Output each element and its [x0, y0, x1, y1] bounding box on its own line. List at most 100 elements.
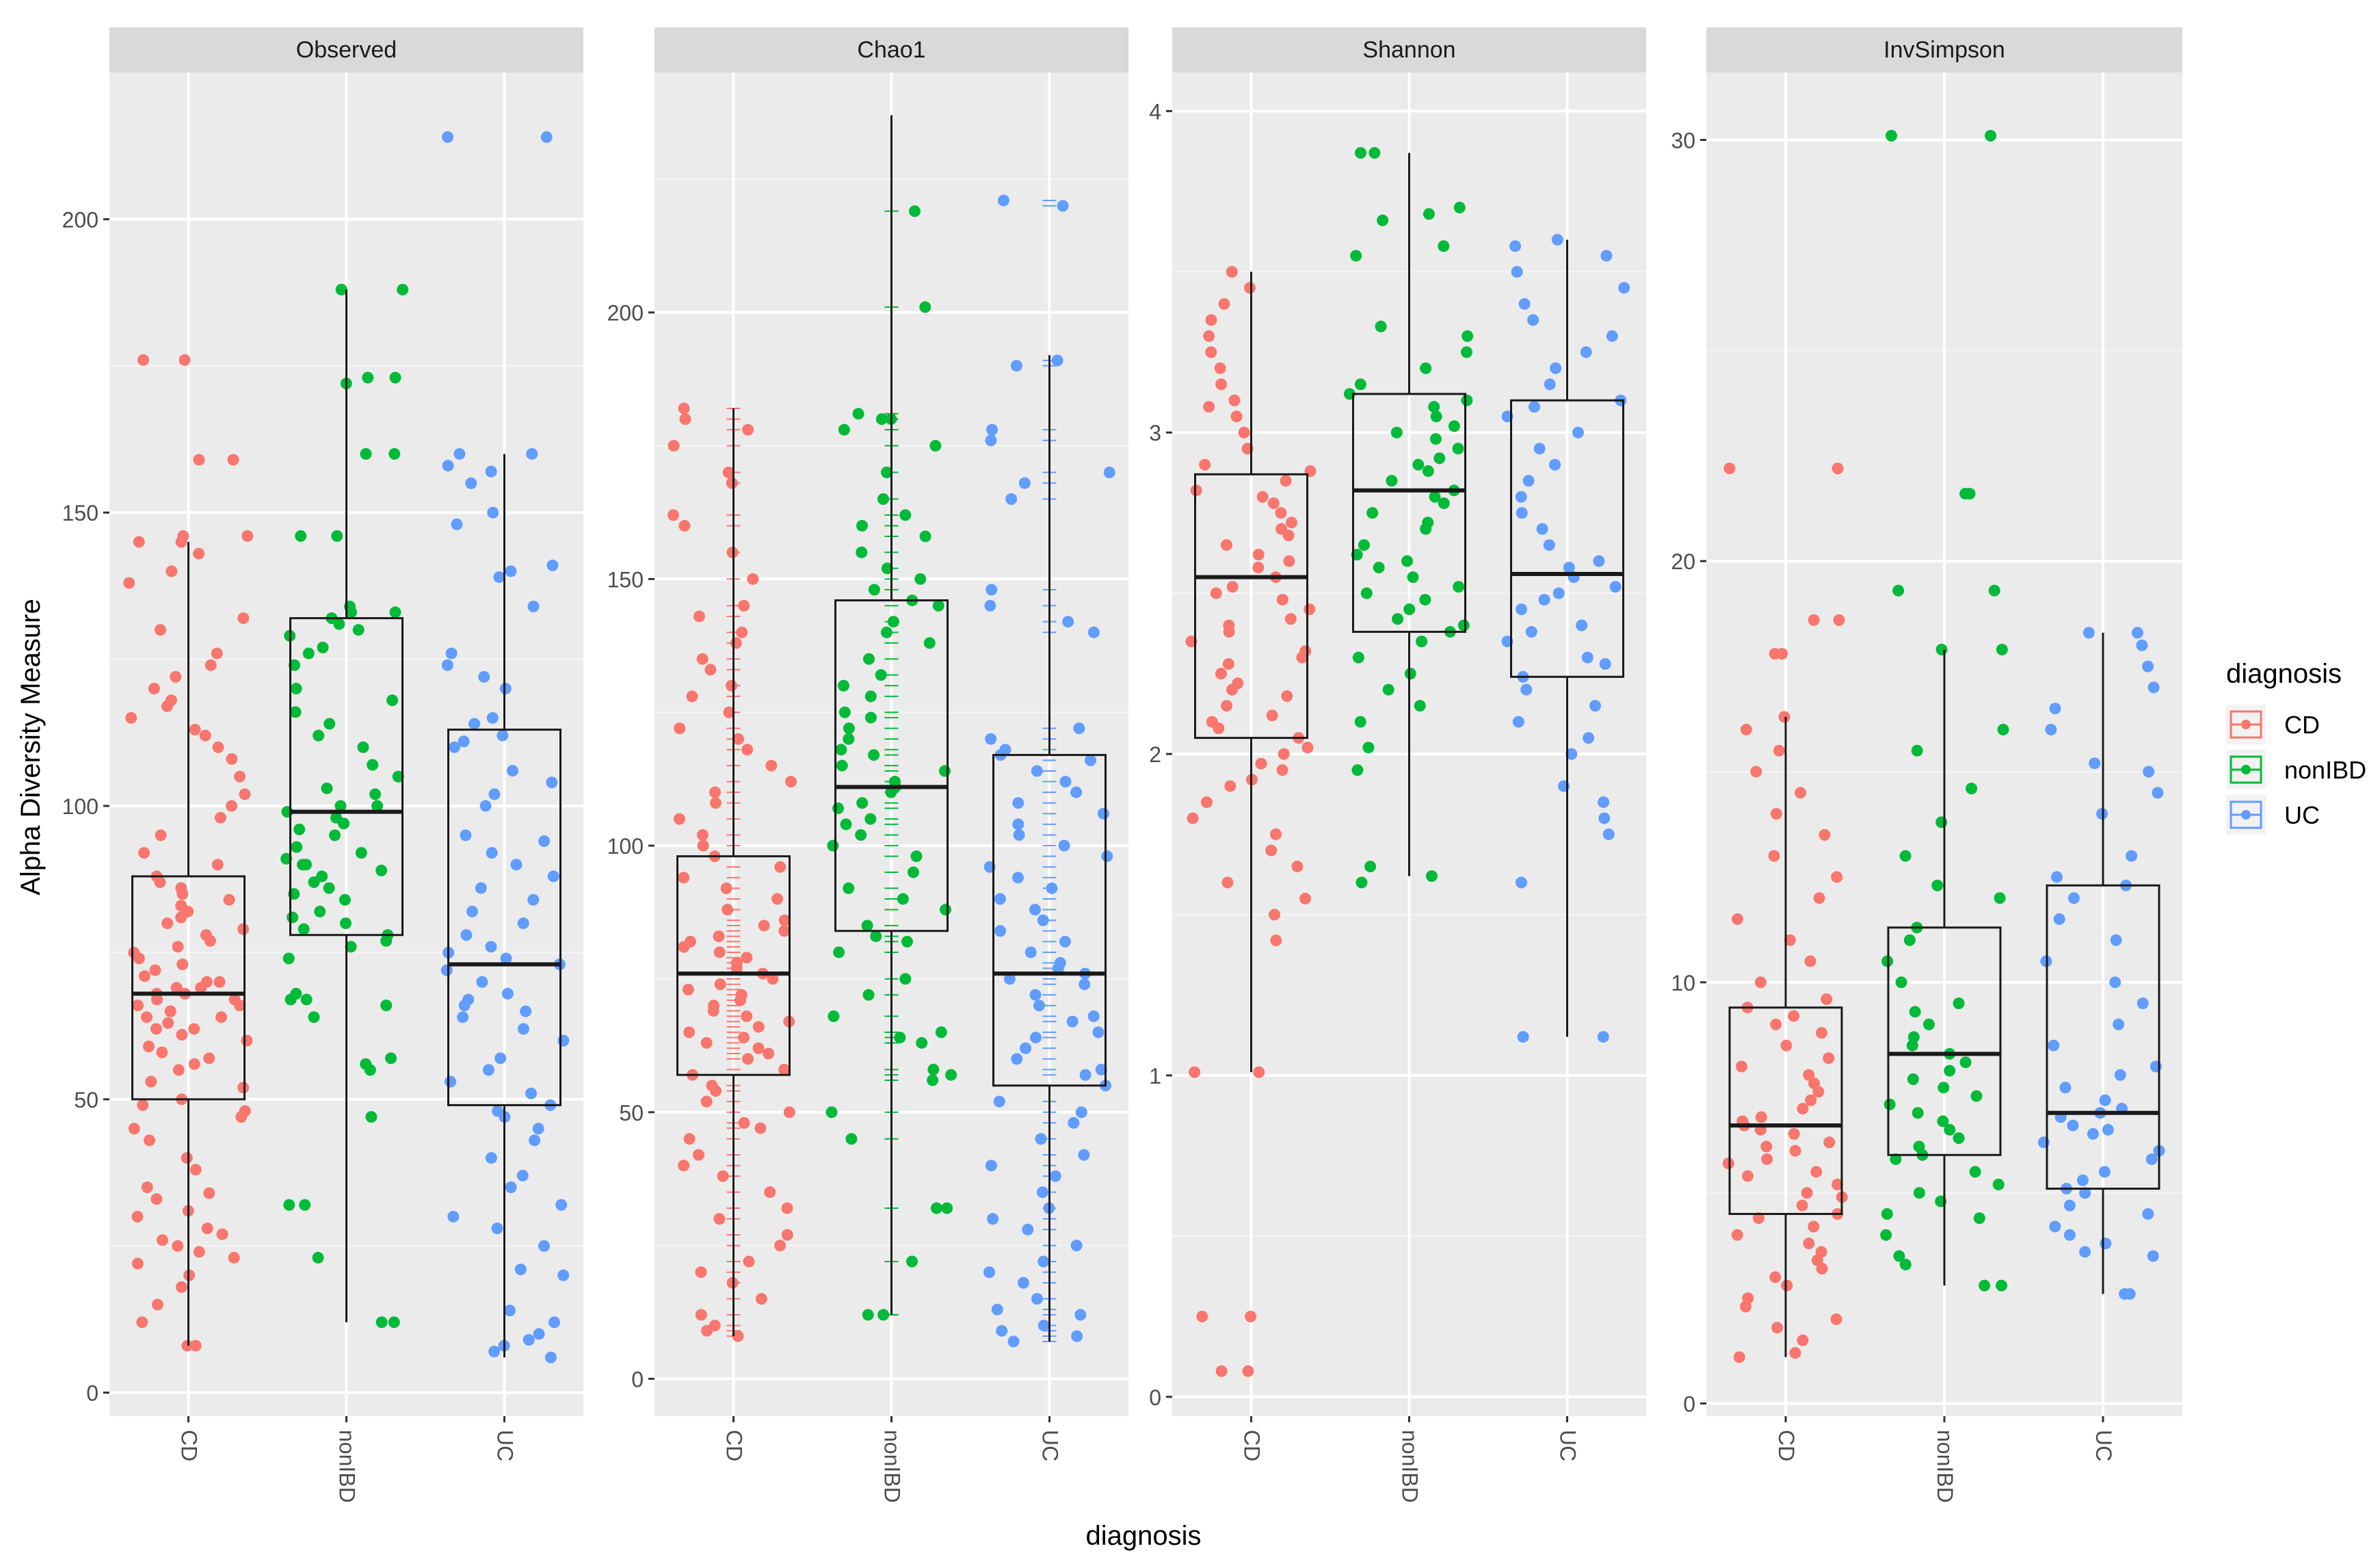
box: [1194, 473, 1308, 740]
data-point: [1816, 1027, 1828, 1039]
y-tick-label: 100: [62, 794, 98, 819]
data-point: [741, 1053, 754, 1065]
data-point: [2143, 766, 2155, 778]
data-point: [215, 1011, 228, 1023]
data-point: [362, 371, 374, 384]
data-point: [1278, 748, 1290, 760]
data-point: [1375, 320, 1387, 332]
data-point: [742, 423, 754, 436]
x-tick-label: CD: [722, 1430, 747, 1461]
data-point: [985, 434, 997, 447]
series-nonibd: [280, 283, 409, 1329]
data-point: [1438, 497, 1450, 510]
data-point: [138, 970, 150, 982]
data-point: [752, 1042, 765, 1054]
data-point: [720, 882, 732, 894]
data-point: [708, 999, 720, 1012]
data-point: [300, 993, 313, 1006]
data-point: [1935, 643, 1948, 655]
box: [1887, 926, 2002, 1156]
data-point: [930, 1202, 942, 1214]
data-point: [2142, 660, 2154, 672]
data-point: [986, 584, 998, 596]
data-point: [714, 978, 726, 991]
data-point: [1461, 394, 1473, 406]
data-point: [1070, 1240, 1083, 1252]
data-point: [747, 573, 759, 585]
data-point: [476, 976, 488, 988]
data-point: [2079, 1187, 2091, 1199]
data-point: [189, 724, 201, 736]
data-point: [323, 718, 336, 730]
data-point: [1059, 776, 1072, 788]
data-point: [316, 870, 328, 883]
legend-item-nonibd: nonIBD: [2226, 750, 2366, 789]
data-point: [1035, 1133, 1047, 1145]
data-point: [1228, 394, 1241, 406]
data-point: [1803, 1238, 1815, 1250]
data-point: [200, 929, 212, 941]
data-point: [1430, 410, 1442, 423]
data-point: [1012, 797, 1024, 809]
data-point: [741, 1010, 753, 1022]
y-axis-title: Alpha Diversity Measure: [16, 599, 46, 896]
data-point: [2049, 1220, 2061, 1233]
data-point: [1007, 1335, 1020, 1348]
data-point: [1033, 999, 1045, 1012]
x-tick-label: UC: [493, 1430, 518, 1461]
data-point: [1222, 658, 1234, 670]
data-point: [914, 573, 927, 585]
data-point: [899, 509, 912, 521]
data-point: [1382, 683, 1394, 696]
data-point: [1821, 993, 1833, 1005]
data-point: [538, 835, 551, 848]
data-point: [1742, 1170, 1754, 1182]
facet-title: Shannon: [1362, 37, 1455, 63]
data-point: [1805, 1094, 1817, 1106]
data-point: [713, 930, 725, 943]
data-point: [1377, 214, 1389, 226]
data-point: [375, 864, 388, 876]
data-point: [1815, 1246, 1827, 1258]
data-point: [1422, 517, 1434, 529]
data-point: [2114, 1069, 2126, 1081]
data-point: [991, 1303, 1003, 1316]
series-cd: [667, 402, 797, 1342]
data-point: [123, 577, 135, 589]
data-point: [1760, 1140, 1773, 1153]
data-point: [175, 900, 187, 912]
data-point: [141, 1181, 153, 1194]
data-point: [178, 354, 191, 366]
data-point: [832, 802, 844, 815]
data-point: [201, 1223, 213, 1235]
facet-strip: [654, 27, 1128, 73]
data-point: [223, 893, 235, 906]
data-point: [1944, 1064, 1956, 1077]
data-point: [674, 722, 686, 735]
data-point: [1005, 493, 1018, 505]
data-point: [673, 813, 685, 825]
data-point: [861, 919, 873, 932]
data-point: [997, 194, 1009, 207]
data-point: [488, 1346, 501, 1358]
data-point: [1243, 282, 1256, 294]
data-point: [485, 941, 497, 953]
data-point: [1079, 1069, 1092, 1081]
data-point: [1187, 812, 1199, 824]
data-point: [1266, 709, 1278, 722]
data-point: [507, 765, 519, 777]
data-point: [468, 718, 481, 730]
y-tick-label: 150: [62, 501, 98, 525]
data-point: [334, 800, 347, 812]
data-point: [485, 465, 497, 478]
box: [992, 754, 1107, 1087]
data-point: [493, 571, 505, 584]
data-point: [328, 829, 341, 841]
data-point: [755, 1293, 767, 1305]
data-point: [1356, 876, 1368, 889]
data-point: [239, 788, 251, 800]
data-point: [1101, 850, 1113, 863]
data-point: [679, 413, 691, 426]
data-point: [131, 1210, 144, 1223]
data-point: [2099, 1094, 2111, 1106]
